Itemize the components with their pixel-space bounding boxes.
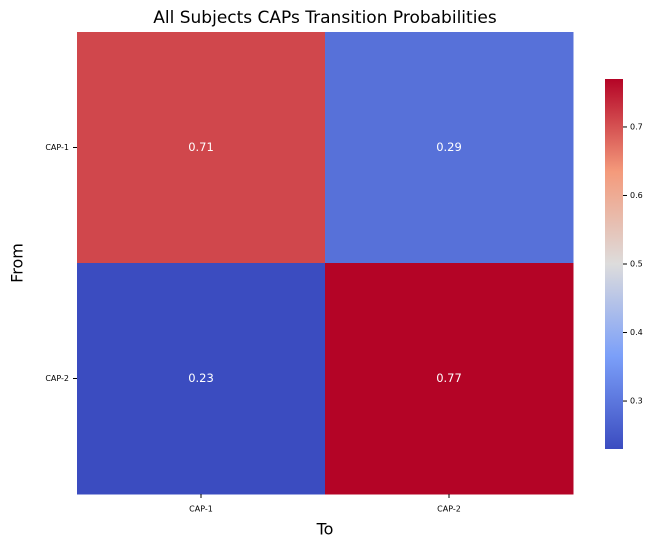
y-axis-label: From bbox=[8, 243, 27, 283]
heatmap-cell bbox=[325, 32, 574, 264]
cell-label: 0.29 bbox=[436, 140, 462, 154]
cell-label: 0.71 bbox=[188, 140, 214, 154]
colorbar-tick-label: 0.3 bbox=[630, 397, 643, 406]
cell-label: 0.23 bbox=[188, 371, 214, 385]
colorbar-tick-label: 0.4 bbox=[630, 328, 643, 337]
colorbar bbox=[605, 79, 623, 449]
y-tick-label: CAP-2 bbox=[45, 374, 69, 383]
cell-label: 0.77 bbox=[436, 371, 462, 385]
y-tick-label: CAP-1 bbox=[45, 143, 69, 152]
x-axis-label: To bbox=[316, 520, 334, 539]
heatmap-cell bbox=[325, 263, 574, 495]
heatmap-cell bbox=[77, 263, 326, 495]
colorbar-tick-label: 0.7 bbox=[630, 122, 643, 131]
x-tick-label: CAP-2 bbox=[437, 505, 461, 514]
x-tick-label: CAP-1 bbox=[189, 505, 213, 514]
colorbar-tick-label: 0.6 bbox=[630, 191, 643, 200]
chart-title: All Subjects CAPs Transition Probabiliti… bbox=[153, 8, 497, 28]
colorbar-tick-label: 0.5 bbox=[630, 260, 643, 269]
heatmap-cell bbox=[77, 32, 326, 264]
